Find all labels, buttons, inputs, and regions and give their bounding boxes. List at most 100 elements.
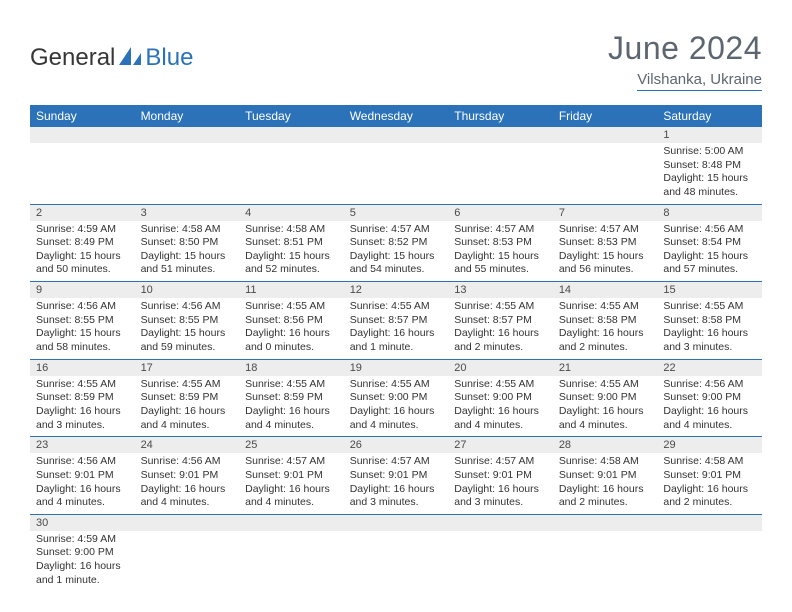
day-details: Sunrise: 4:55 AMSunset: 8:59 PMDaylight:… [135,376,240,437]
calendar-cell: 20Sunrise: 4:55 AMSunset: 9:00 PMDayligh… [448,359,553,437]
daylight-line: Daylight: 16 hours and 2 minutes. [559,327,652,354]
sunset-line: Sunset: 8:52 PM [350,236,443,250]
calendar-cell: 19Sunrise: 4:55 AMSunset: 9:00 PMDayligh… [344,359,449,437]
day-details: Sunrise: 4:56 AMSunset: 8:54 PMDaylight:… [657,221,762,282]
day-number [344,515,449,531]
calendar-cell: 17Sunrise: 4:55 AMSunset: 8:59 PMDayligh… [135,359,240,437]
daylight-line: Daylight: 16 hours and 4 minutes. [454,405,547,432]
weekday-header: Thursday [448,105,553,127]
day-number: 28 [553,437,658,453]
calendar-cell: 6Sunrise: 4:57 AMSunset: 8:53 PMDaylight… [448,204,553,282]
day-number [553,127,658,143]
daylight-line: Daylight: 16 hours and 3 minutes. [454,483,547,510]
day-number: 10 [135,282,240,298]
daylight-line: Daylight: 16 hours and 3 minutes. [36,405,129,432]
sunrise-line: Sunrise: 4:58 AM [141,223,234,237]
day-number [239,515,344,531]
brand-text-2: Blue [145,44,193,72]
sunset-line: Sunset: 8:54 PM [663,236,756,250]
day-number: 5 [344,205,449,221]
day-details: Sunrise: 4:55 AMSunset: 8:59 PMDaylight:… [30,376,135,437]
day-details: Sunrise: 4:55 AMSunset: 9:00 PMDaylight:… [448,376,553,437]
day-details: Sunrise: 4:58 AMSunset: 9:01 PMDaylight:… [657,453,762,514]
day-number: 23 [30,437,135,453]
sunset-line: Sunset: 8:51 PM [245,236,338,250]
day-details: Sunrise: 4:55 AMSunset: 8:59 PMDaylight:… [239,376,344,437]
title-block: June 2024 Vilshanka, Ukraine [608,30,762,91]
daylight-line: Daylight: 15 hours and 56 minutes. [559,250,652,277]
calendar-cell-empty [553,127,658,204]
calendar-table: SundayMondayTuesdayWednesdayThursdayFrid… [30,105,762,591]
calendar-cell: 14Sunrise: 4:55 AMSunset: 8:58 PMDayligh… [553,282,658,360]
sunrise-line: Sunrise: 4:56 AM [663,223,756,237]
day-details: Sunrise: 4:57 AMSunset: 8:53 PMDaylight:… [448,221,553,282]
sunset-line: Sunset: 9:01 PM [141,469,234,483]
sunset-line: Sunset: 9:00 PM [350,391,443,405]
sunrise-line: Sunrise: 4:55 AM [454,378,547,392]
weekday-header: Saturday [657,105,762,127]
calendar-cell: 26Sunrise: 4:57 AMSunset: 9:01 PMDayligh… [344,437,449,515]
sunrise-line: Sunrise: 4:57 AM [350,455,443,469]
calendar-cell-empty [30,127,135,204]
daylight-line: Daylight: 16 hours and 4 minutes. [141,483,234,510]
sunrise-line: Sunrise: 4:57 AM [350,223,443,237]
day-details: Sunrise: 4:55 AMSunset: 8:57 PMDaylight:… [344,298,449,359]
day-number: 24 [135,437,240,453]
sunrise-line: Sunrise: 4:56 AM [36,300,129,314]
day-details: Sunrise: 4:56 AMSunset: 9:01 PMDaylight:… [30,453,135,514]
calendar-row: 1Sunrise: 5:00 AMSunset: 8:48 PMDaylight… [30,127,762,204]
sunrise-line: Sunrise: 4:58 AM [559,455,652,469]
calendar-cell: 3Sunrise: 4:58 AMSunset: 8:50 PMDaylight… [135,204,240,282]
calendar-cell-empty [239,127,344,204]
day-details: Sunrise: 4:56 AMSunset: 9:01 PMDaylight:… [135,453,240,514]
day-details: Sunrise: 4:58 AMSunset: 8:50 PMDaylight:… [135,221,240,282]
day-details: Sunrise: 4:57 AMSunset: 9:01 PMDaylight:… [344,453,449,514]
day-number [657,515,762,531]
sunrise-line: Sunrise: 4:57 AM [454,223,547,237]
calendar-cell: 10Sunrise: 4:56 AMSunset: 8:55 PMDayligh… [135,282,240,360]
day-number: 26 [344,437,449,453]
daylight-line: Daylight: 16 hours and 4 minutes. [663,405,756,432]
calendar-cell: 21Sunrise: 4:55 AMSunset: 9:00 PMDayligh… [553,359,658,437]
sunset-line: Sunset: 8:55 PM [141,314,234,328]
daylight-line: Daylight: 16 hours and 2 minutes. [454,327,547,354]
daylight-line: Daylight: 15 hours and 52 minutes. [245,250,338,277]
day-number: 7 [553,205,658,221]
day-details: Sunrise: 5:00 AMSunset: 8:48 PMDaylight:… [657,143,762,204]
daylight-line: Daylight: 15 hours and 59 minutes. [141,327,234,354]
daylight-line: Daylight: 16 hours and 4 minutes. [245,483,338,510]
sunset-line: Sunset: 8:56 PM [245,314,338,328]
sunset-line: Sunset: 9:00 PM [559,391,652,405]
calendar-cell-empty [344,127,449,204]
day-number: 13 [448,282,553,298]
day-number: 22 [657,360,762,376]
sunset-line: Sunset: 8:58 PM [663,314,756,328]
calendar-cell-empty [239,514,344,591]
calendar-cell-empty [553,514,658,591]
day-number: 17 [135,360,240,376]
day-details: Sunrise: 4:56 AMSunset: 8:55 PMDaylight:… [135,298,240,359]
sunset-line: Sunset: 8:59 PM [245,391,338,405]
sunset-line: Sunset: 8:59 PM [141,391,234,405]
calendar-cell: 11Sunrise: 4:55 AMSunset: 8:56 PMDayligh… [239,282,344,360]
daylight-line: Daylight: 16 hours and 4 minutes. [36,483,129,510]
calendar-row: 23Sunrise: 4:56 AMSunset: 9:01 PMDayligh… [30,437,762,515]
daylight-line: Daylight: 16 hours and 2 minutes. [663,483,756,510]
daylight-line: Daylight: 16 hours and 1 minute. [350,327,443,354]
day-number: 20 [448,360,553,376]
sunset-line: Sunset: 9:01 PM [454,469,547,483]
daylight-line: Daylight: 16 hours and 4 minutes. [141,405,234,432]
calendar-cell: 1Sunrise: 5:00 AMSunset: 8:48 PMDaylight… [657,127,762,204]
day-number [30,127,135,143]
sunset-line: Sunset: 8:50 PM [141,236,234,250]
sunrise-line: Sunrise: 4:59 AM [36,223,129,237]
calendar-body: 1Sunrise: 5:00 AMSunset: 8:48 PMDaylight… [30,127,762,591]
calendar-cell: 27Sunrise: 4:57 AMSunset: 9:01 PMDayligh… [448,437,553,515]
day-number: 19 [344,360,449,376]
weekday-header: Wednesday [344,105,449,127]
daylight-line: Daylight: 16 hours and 0 minutes. [245,327,338,354]
sunrise-line: Sunrise: 4:57 AM [454,455,547,469]
day-number: 18 [239,360,344,376]
calendar-row: 2Sunrise: 4:59 AMSunset: 8:49 PMDaylight… [30,204,762,282]
sunrise-line: Sunrise: 4:59 AM [36,533,129,547]
